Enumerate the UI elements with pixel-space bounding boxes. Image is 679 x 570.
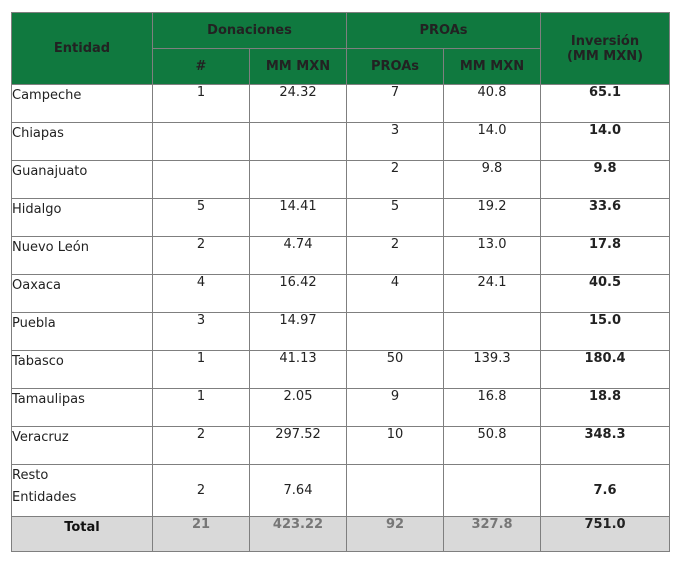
cell-entidad: Puebla bbox=[11, 312, 153, 351]
cell-don-amount: 7.64 bbox=[249, 464, 347, 517]
cell-entidad: Hidalgo bbox=[11, 198, 153, 237]
table-row: Puebla 3 14.97 15.0 bbox=[11, 312, 671, 351]
cell-inversion: 180.4 bbox=[540, 350, 671, 389]
cell-don-count: 2 bbox=[152, 236, 250, 275]
cell-don-amount bbox=[249, 122, 347, 161]
cell-don-count: 5 bbox=[152, 198, 250, 237]
total-row: Total 21 423.22 92 327.8 751.0 bbox=[11, 516, 671, 552]
table-row: Tabasco 1 41.13 50 139.3 180.4 bbox=[11, 350, 671, 389]
cell-proas-amount: 9.8 bbox=[442, 160, 542, 199]
cell-proas-count: 5 bbox=[346, 198, 444, 237]
resto-line2: Entidades bbox=[12, 490, 77, 505]
cell-entidad: Oaxaca bbox=[11, 274, 153, 313]
cell-don-count: 2 bbox=[152, 426, 250, 465]
cell-entidad: Veracruz bbox=[11, 426, 153, 465]
cell-proas-amount: 16.8 bbox=[442, 388, 542, 427]
total-don-amount: 423.22 bbox=[249, 516, 347, 552]
cell-don-count: 4 bbox=[152, 274, 250, 313]
cell-don-amount: 24.32 bbox=[249, 84, 347, 123]
cell-entidad-resto: Resto Entidades bbox=[11, 464, 153, 517]
cell-don-amount: 4.74 bbox=[249, 236, 347, 275]
cell-entidad: Chiapas bbox=[11, 122, 153, 161]
cell-inversion: 9.8 bbox=[540, 160, 671, 199]
cell-entidad: Tabasco bbox=[11, 350, 153, 389]
cell-proas-count: 2 bbox=[346, 236, 444, 275]
cell-inversion: 65.1 bbox=[540, 84, 671, 123]
cell-proas-amount bbox=[442, 312, 542, 351]
header-donaciones-count: # bbox=[152, 48, 250, 85]
cell-inversion: 14.0 bbox=[540, 122, 671, 161]
cell-proas-amount: 13.0 bbox=[442, 236, 542, 275]
cell-proas-amount: 40.8 bbox=[442, 84, 542, 123]
cell-entidad: Campeche bbox=[11, 84, 153, 123]
total-proas-count: 92 bbox=[346, 516, 444, 552]
total-don-count: 21 bbox=[152, 516, 250, 552]
table-row: Hidalgo 5 14.41 5 19.2 33.6 bbox=[11, 198, 671, 237]
cell-don-amount: 2.05 bbox=[249, 388, 347, 427]
total-label: Total bbox=[11, 516, 153, 552]
total-proas-amount: 327.8 bbox=[442, 516, 542, 552]
cell-proas-count: 3 bbox=[346, 122, 444, 161]
cell-don-amount: 41.13 bbox=[249, 350, 347, 389]
cell-inversion: 33.6 bbox=[540, 198, 671, 237]
cell-proas-count: 4 bbox=[346, 274, 444, 313]
cell-inversion: 15.0 bbox=[540, 312, 671, 351]
cell-don-count bbox=[152, 160, 250, 199]
cell-proas-amount: 14.0 bbox=[442, 122, 542, 161]
table-row: Chiapas 3 14.0 14.0 bbox=[11, 122, 671, 161]
cell-don-amount: 297.52 bbox=[249, 426, 347, 465]
cell-entidad: Tamaulipas bbox=[11, 388, 153, 427]
header-proas-amount: MM MXN bbox=[442, 48, 542, 85]
cell-don-count: 2 bbox=[152, 464, 250, 517]
header-donaciones-amount: MM MXN bbox=[249, 48, 347, 85]
header-entidad: Entidad bbox=[11, 12, 153, 85]
cell-proas-count: 9 bbox=[346, 388, 444, 427]
cell-don-count bbox=[152, 122, 250, 161]
table-body: Campeche 1 24.32 7 40.8 65.1 Chiapas 3 1… bbox=[11, 84, 671, 517]
total-inversion: 751.0 bbox=[540, 516, 671, 552]
cell-entidad: Nuevo León bbox=[11, 236, 153, 275]
cell-proas-count: 2 bbox=[346, 160, 444, 199]
cell-proas-amount: 139.3 bbox=[442, 350, 542, 389]
table-row: Campeche 1 24.32 7 40.8 65.1 bbox=[11, 84, 671, 123]
investment-table: Entidad Donaciones PROAs Inversión (MM M… bbox=[11, 12, 671, 552]
cell-don-amount: 14.41 bbox=[249, 198, 347, 237]
header-inversion-line1: Inversión bbox=[570, 33, 640, 49]
table-row-resto: Resto Entidades 2 7.64 7.6 bbox=[11, 464, 671, 517]
cell-don-amount bbox=[249, 160, 347, 199]
cell-inversion: 18.8 bbox=[540, 388, 671, 427]
cell-don-count: 1 bbox=[152, 84, 250, 123]
cell-don-count: 1 bbox=[152, 388, 250, 427]
cell-inversion: 7.6 bbox=[540, 464, 671, 517]
cell-don-amount: 14.97 bbox=[249, 312, 347, 351]
cell-proas-count bbox=[346, 312, 444, 351]
cell-proas-count bbox=[346, 464, 444, 517]
cell-entidad: Guanajuato bbox=[11, 160, 153, 199]
cell-proas-amount: 19.2 bbox=[442, 198, 542, 237]
cell-inversion: 17.8 bbox=[540, 236, 671, 275]
cell-proas-count: 50 bbox=[346, 350, 444, 389]
header-proas-count: PROAs bbox=[346, 48, 444, 85]
table-row: Veracruz 2 297.52 10 50.8 348.3 bbox=[11, 426, 671, 465]
table-row: Tamaulipas 1 2.05 9 16.8 18.8 bbox=[11, 388, 671, 427]
table-row: Nuevo León 2 4.74 2 13.0 17.8 bbox=[11, 236, 671, 275]
cell-don-amount: 16.42 bbox=[249, 274, 347, 313]
table-row: Oaxaca 4 16.42 4 24.1 40.5 bbox=[11, 274, 671, 313]
header-donaciones: Donaciones bbox=[152, 12, 347, 49]
header-inversion-line2: (MM MXN) bbox=[566, 48, 644, 64]
header-inversion: Inversión (MM MXN) bbox=[540, 12, 671, 85]
header-proas-group: PROAs bbox=[345, 12, 542, 49]
cell-proas-amount: 50.8 bbox=[442, 426, 542, 465]
table-row: Guanajuato 2 9.8 9.8 bbox=[11, 160, 671, 199]
resto-line1: Resto bbox=[12, 468, 49, 483]
cell-inversion: 348.3 bbox=[540, 426, 671, 465]
cell-don-count: 3 bbox=[152, 312, 250, 351]
cell-proas-count: 7 bbox=[346, 84, 444, 123]
cell-proas-count: 10 bbox=[346, 426, 444, 465]
cell-proas-amount bbox=[442, 464, 542, 517]
cell-inversion: 40.5 bbox=[540, 274, 671, 313]
cell-proas-amount: 24.1 bbox=[442, 274, 542, 313]
cell-don-count: 1 bbox=[152, 350, 250, 389]
